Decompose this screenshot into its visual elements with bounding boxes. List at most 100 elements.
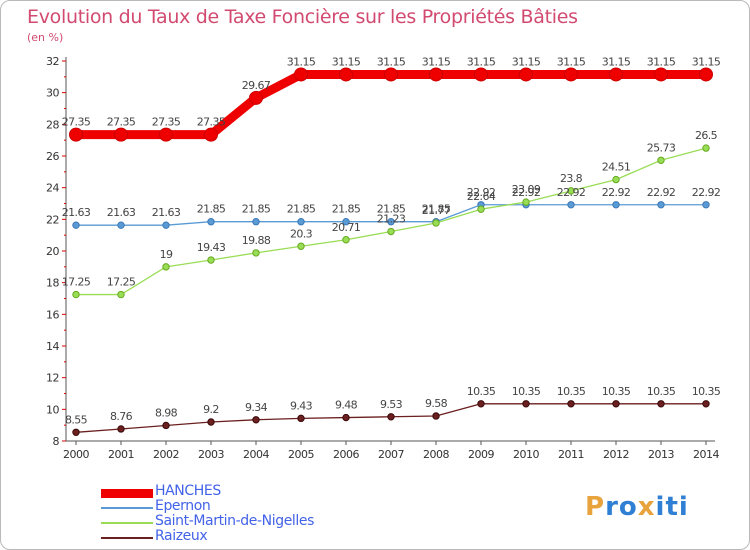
y-tick-label: 20	[46, 245, 59, 258]
data-label: 22.92	[647, 186, 676, 199]
data-point	[297, 414, 305, 423]
legend-label: Epernon	[155, 498, 211, 514]
data-point	[114, 127, 128, 142]
data-label: 17.25	[62, 276, 91, 289]
data-label: 21.85	[332, 203, 361, 216]
data-label: 9.48	[335, 399, 358, 412]
data-label: 31.15	[602, 55, 631, 68]
data-point	[72, 221, 80, 229]
logo-letter: r	[605, 492, 619, 522]
legend-swatch	[101, 537, 153, 539]
data-point	[252, 416, 260, 424]
y-tick-label: 8	[53, 435, 60, 448]
data-point	[204, 127, 218, 142]
y-tick-label: 32	[46, 55, 59, 68]
y-tick-label: 26	[46, 150, 59, 163]
data-point	[207, 418, 215, 426]
logo-letter: t	[665, 492, 679, 522]
x-tick-label: 2001	[108, 448, 134, 461]
data-label: 8.98	[155, 406, 178, 419]
data-label: 21.85	[422, 203, 451, 216]
data-label: 21.85	[287, 203, 316, 216]
data-label: 31.15	[332, 55, 361, 68]
data-label: 31.15	[512, 55, 541, 68]
data-label: 10.35	[647, 385, 676, 398]
logo-letter: x	[637, 492, 656, 522]
data-point	[429, 67, 443, 82]
data-label: 9.2	[203, 403, 219, 416]
data-point	[702, 201, 710, 209]
data-label: 27.35	[62, 116, 91, 129]
data-label: 31.15	[467, 55, 496, 68]
y-tick-label: 30	[46, 87, 59, 100]
data-point	[252, 249, 260, 257]
data-point	[699, 67, 713, 82]
data-label: 21.85	[242, 203, 271, 216]
data-point	[342, 236, 350, 244]
data-point	[69, 127, 83, 142]
data-point	[519, 67, 533, 82]
legend-label: Raizeux	[155, 528, 208, 544]
data-label: 10.35	[692, 385, 721, 398]
data-point	[567, 201, 575, 209]
x-tick-label: 2012	[603, 448, 629, 461]
legend-label: HANCHES	[155, 483, 221, 499]
logo-letter: i	[655, 492, 666, 522]
chart-title: Evolution du Taux de Taxe Foncière sur l…	[27, 6, 578, 28]
data-label: 9.34	[245, 401, 268, 414]
data-label: 9.43	[290, 399, 313, 412]
logo-letter: i	[678, 492, 689, 522]
data-label: 31.15	[422, 55, 451, 68]
data-label: 25.73	[647, 141, 676, 154]
data-label: 20.3	[290, 227, 313, 240]
data-label: 9.53	[380, 398, 403, 411]
data-point	[72, 290, 80, 299]
data-label: 22.92	[602, 186, 631, 199]
x-tick-label: 2008	[423, 448, 449, 461]
data-label: 10.35	[602, 385, 631, 398]
data-point	[477, 205, 485, 213]
data-point	[207, 218, 215, 226]
data-label: 27.35	[152, 116, 181, 129]
data-point	[612, 201, 620, 209]
data-label: 10.35	[557, 385, 586, 398]
x-tick-label: 2004	[243, 448, 269, 461]
data-label: 22.64	[467, 190, 496, 203]
data-point	[117, 425, 125, 433]
data-point	[117, 290, 125, 299]
data-label: 31.15	[692, 55, 721, 68]
data-point	[657, 201, 665, 209]
data-point	[702, 400, 710, 408]
y-tick-label: 24	[46, 182, 59, 195]
legend-swatch	[101, 507, 153, 509]
x-tick-label: 2009	[468, 448, 494, 461]
data-point	[474, 67, 488, 82]
data-point	[522, 400, 530, 408]
data-point	[207, 256, 215, 264]
data-point	[567, 400, 575, 408]
y-tick-label: 18	[46, 277, 59, 290]
data-point	[387, 227, 395, 236]
x-tick-label: 2003	[198, 448, 224, 461]
data-label: 27.35	[107, 116, 136, 129]
data-label: 10.35	[467, 385, 496, 398]
x-tick-label: 2013	[648, 448, 674, 461]
data-label: 19.43	[197, 241, 226, 254]
data-label: 19	[160, 248, 173, 261]
data-point	[612, 400, 620, 408]
data-label: 31.15	[287, 55, 316, 68]
proxiti-logo: Proxiti	[585, 492, 689, 522]
data-point	[432, 219, 440, 227]
data-point	[162, 263, 170, 271]
x-tick-label: 2010	[513, 448, 539, 461]
data-label: 23.09	[512, 183, 541, 196]
data-label: 20.71	[332, 221, 361, 234]
y-tick-label: 12	[46, 372, 59, 385]
data-label: 22.92	[512, 186, 541, 199]
data-point	[252, 218, 260, 226]
data-label: 21.23	[377, 213, 406, 226]
legend-swatch	[101, 488, 153, 498]
y-unit-label: (en %)	[27, 31, 64, 44]
data-label: 10.35	[512, 385, 541, 398]
